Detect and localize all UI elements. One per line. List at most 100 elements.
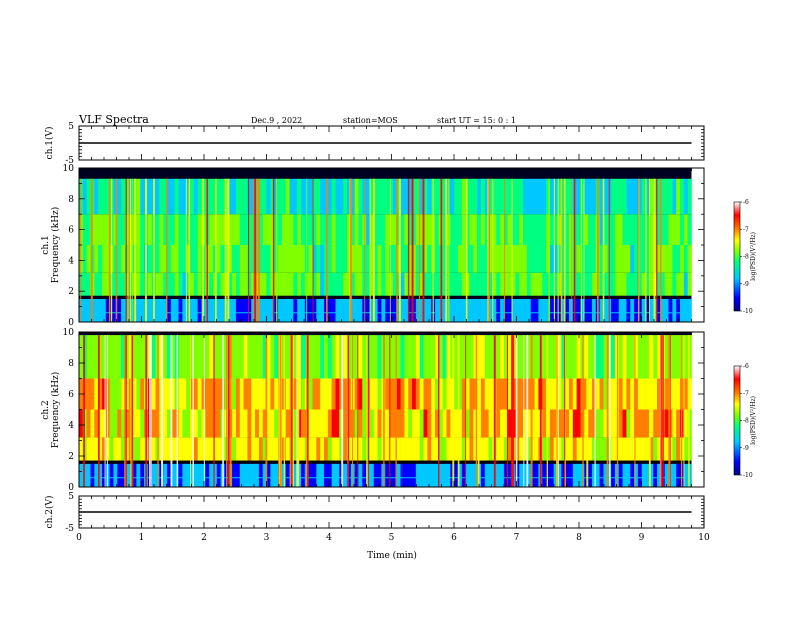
colorbar-label: log(PSD)(V²/Hz) (750, 396, 757, 445)
ch1-waveform-ylabel: ch.1(V) (44, 127, 55, 160)
spectrogram-cell (94, 463, 99, 487)
spectrogram-cell (239, 178, 244, 215)
spectrogram-cell (657, 272, 662, 296)
spectrogram-cell (377, 214, 382, 245)
spectrogram-cell (660, 245, 666, 273)
spectrogram-cell (136, 272, 141, 296)
spectrogram-cell (343, 437, 348, 461)
spectrogram-cell (649, 463, 654, 487)
spectrogram-cell (634, 409, 639, 438)
spectrogram-cell (523, 214, 528, 245)
spectrogram-cell (634, 378, 639, 410)
spectrogram-cell (599, 335, 604, 379)
spectrogram-cell (98, 335, 103, 379)
spectrogram-cell (672, 463, 677, 487)
spectrogram-cell (239, 463, 244, 487)
spectrogram-cell (496, 214, 501, 245)
spectrogram-cell (163, 437, 168, 461)
spectrogram-cell (657, 463, 662, 487)
spectrogram-cell (603, 245, 608, 273)
spectrogram-cell (576, 214, 581, 245)
spectrogram-cell (657, 298, 662, 322)
spectrogram-cell (507, 463, 512, 487)
spectrogram-cell (396, 245, 401, 273)
spectrogram-cell (331, 214, 336, 245)
spectrogram-cell (588, 272, 593, 296)
spectrogram-cell (308, 245, 313, 273)
spectrogram-cell (193, 463, 198, 487)
spectrogram-cell (500, 463, 505, 487)
spectrogram-cell (232, 178, 237, 215)
spectrogram-cell (530, 298, 535, 322)
spectrogram-cell (611, 335, 616, 379)
spectrogram-cell (553, 178, 558, 215)
spectrogram-cell (262, 298, 267, 322)
spectrogram-cell (542, 272, 547, 296)
spectrogram-cell (289, 272, 294, 296)
spectrogram-cell (232, 409, 237, 438)
spectrogram-cell (469, 378, 474, 410)
spectrogram-cell (174, 178, 179, 215)
spectrogram-cell (618, 245, 623, 273)
spectrogram-cell (327, 378, 332, 410)
spectrogram-cell (412, 298, 417, 322)
colorbar-tick-label: -10 (743, 472, 753, 479)
spectrogram-cell (235, 178, 241, 215)
spectrogram-cell (174, 298, 179, 322)
spectrogram-cell (385, 178, 390, 215)
spectrogram-cell (247, 409, 252, 438)
spectrogram-cell (683, 378, 688, 410)
spectrogram-cell (163, 298, 168, 322)
spectrogram-cell (205, 437, 210, 461)
spectrogram-cell (163, 463, 168, 487)
spectrogram-cell (94, 378, 99, 410)
spectrogram-cell (136, 409, 141, 438)
ch2-waveform-ylabel: ch.2(V) (44, 496, 55, 529)
spectrogram-cell (427, 463, 432, 487)
spectrogram-cell (549, 378, 554, 410)
spectrogram-cell (258, 409, 264, 438)
spectrogram-cell (212, 378, 218, 410)
spectrogram-cell (546, 463, 551, 487)
spectrogram-cell (419, 378, 424, 410)
spectrogram-cell (473, 178, 478, 215)
spectrogram-cell (442, 437, 447, 461)
spectrogram-cell (90, 378, 95, 410)
spectrogram-cell (147, 272, 153, 296)
spectrogram-cell (435, 298, 440, 322)
spectrogram-cell (293, 245, 298, 273)
colorbar-tick-label: -8 (743, 418, 749, 425)
spectrogram-cell (450, 272, 455, 296)
y-tick-label: 10 (63, 328, 75, 338)
spectrogram-cell (101, 463, 107, 487)
spectrogram-cell (316, 214, 321, 245)
spectrogram-cell (205, 409, 210, 438)
spectrogram-cell (316, 298, 321, 322)
spectrogram-cell (312, 178, 317, 215)
spectrogram-cell (343, 463, 348, 487)
spectrogram-cell (657, 214, 662, 245)
spectrogram-cell (404, 272, 409, 296)
spectrogram-cell (167, 378, 172, 410)
spectrogram-cell (243, 245, 248, 273)
spectrogram-cell (622, 178, 627, 215)
spectrogram-cell (519, 272, 524, 296)
spectrogram-cell (385, 463, 390, 487)
spectrogram-cell (626, 214, 631, 245)
spectrogram-cell (400, 463, 405, 487)
spectrogram-cell (519, 409, 524, 438)
spectrogram-cell (412, 335, 417, 379)
spectrogram-cell (591, 214, 597, 245)
spectrogram-cell (641, 463, 646, 487)
spectrogram-cell (281, 298, 287, 322)
spectrogram-cell (503, 272, 509, 296)
spectrogram-cell (538, 178, 543, 215)
spectrogram-cell (124, 335, 130, 379)
spectrogram-cell (542, 409, 547, 438)
spectrogram-cell (534, 437, 539, 461)
spectrogram-cell (580, 272, 585, 296)
spectrogram-cell (346, 298, 352, 322)
spectrogram-cell (170, 409, 176, 438)
spectrogram-cell (140, 272, 145, 296)
spectrogram-cell (262, 272, 267, 296)
